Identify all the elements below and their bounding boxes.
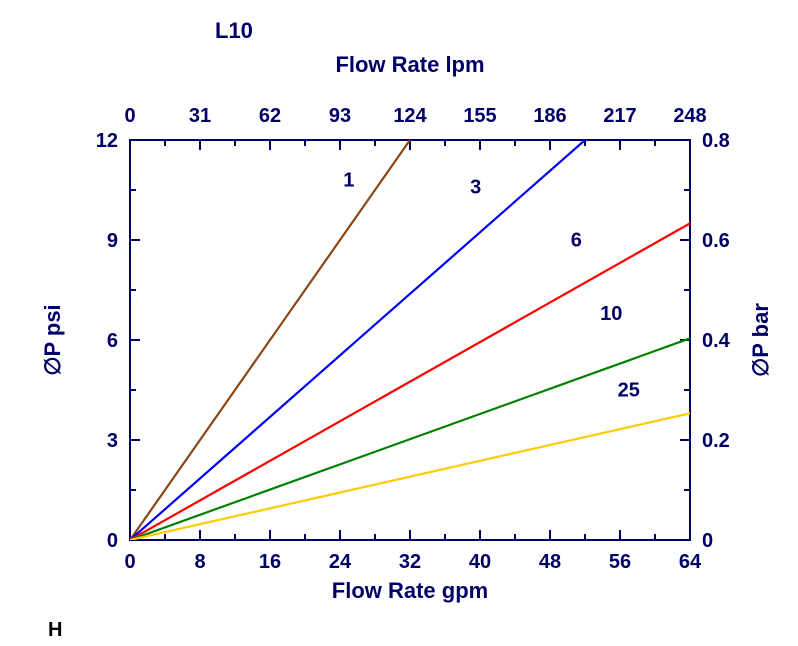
x-bottom-tick-label: 32 bbox=[399, 551, 421, 573]
y-right-tick-label: 0.8 bbox=[702, 130, 730, 152]
x-bottom-tick-label: 16 bbox=[259, 551, 281, 573]
x-bottom-tick-label: 0 bbox=[124, 551, 135, 573]
y-right-tick-label: 0 bbox=[702, 530, 713, 552]
chart-bg bbox=[0, 0, 798, 646]
x-bottom-tick-label: 64 bbox=[679, 551, 702, 573]
chart-title: L10 bbox=[215, 18, 253, 43]
series-label-3: 3 bbox=[470, 176, 481, 198]
x-top-tick-label: 186 bbox=[533, 105, 566, 127]
series-label-10: 10 bbox=[600, 303, 622, 325]
x-top-tick-label: 0 bbox=[124, 105, 135, 127]
x-bottom-tick-label: 56 bbox=[609, 551, 631, 573]
x-bottom-tick-label: 24 bbox=[329, 551, 352, 573]
series-label-6: 6 bbox=[571, 230, 582, 252]
chart-figure: L10Flow Rate lpm081624324048566403162931… bbox=[0, 0, 798, 646]
series-label-1: 1 bbox=[343, 170, 354, 192]
x-bottom-tick-label: 48 bbox=[539, 551, 561, 573]
x-bottom-tick-label: 40 bbox=[469, 551, 491, 573]
y-left-tick-label: 0 bbox=[107, 530, 118, 552]
footer-letter: H bbox=[48, 619, 62, 641]
x-top-label: Flow Rate lpm bbox=[335, 52, 484, 77]
x-top-tick-label: 155 bbox=[463, 105, 496, 127]
y-left-tick-label: 9 bbox=[107, 230, 118, 252]
x-bottom-tick-label: 8 bbox=[194, 551, 205, 573]
y-left-tick-label: 3 bbox=[107, 430, 118, 452]
x-top-tick-label: 62 bbox=[259, 105, 281, 127]
y-left-label: ∅P psi bbox=[40, 304, 65, 375]
series-label-25: 25 bbox=[618, 380, 640, 402]
y-right-label: ∅P bar bbox=[748, 303, 773, 377]
y-right-tick-label: 0.2 bbox=[702, 430, 730, 452]
chart-svg: L10Flow Rate lpm081624324048566403162931… bbox=[0, 0, 798, 646]
y-right-tick-label: 0.6 bbox=[702, 230, 730, 252]
x-top-tick-label: 217 bbox=[603, 105, 636, 127]
y-right-tick-label: 0.4 bbox=[702, 330, 731, 352]
y-left-tick-label: 6 bbox=[107, 330, 118, 352]
x-bottom-label: Flow Rate gpm bbox=[332, 578, 488, 603]
y-left-tick-label: 12 bbox=[96, 130, 118, 152]
x-top-tick-label: 93 bbox=[329, 105, 351, 127]
x-top-tick-label: 248 bbox=[673, 105, 706, 127]
x-top-tick-label: 124 bbox=[393, 105, 427, 127]
x-top-tick-label: 31 bbox=[189, 105, 211, 127]
